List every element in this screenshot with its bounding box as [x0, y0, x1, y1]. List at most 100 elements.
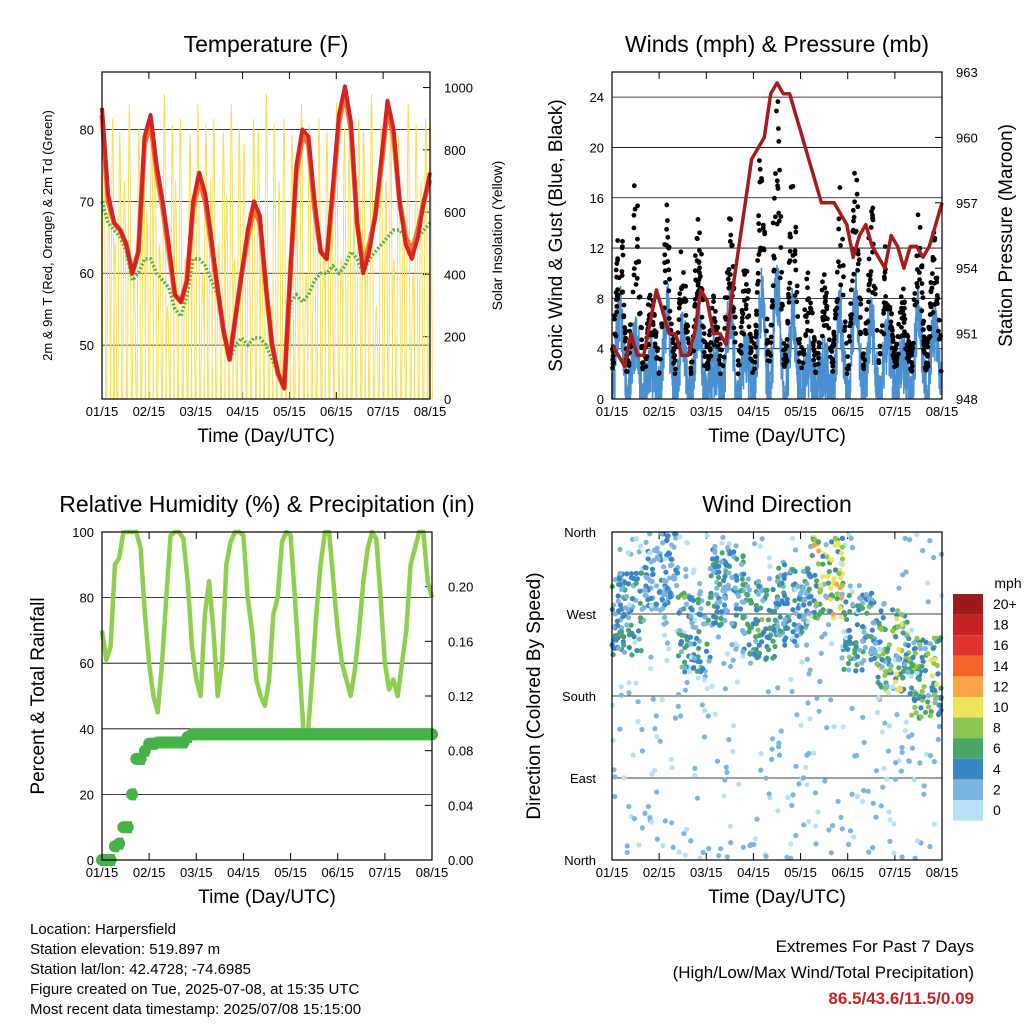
gust-point — [705, 360, 710, 366]
wind-direction-point — [680, 632, 686, 638]
gust-point — [753, 344, 759, 350]
wind-direction-point — [876, 653, 882, 659]
panel3-xlabel: Time (Day/UTC) — [198, 887, 336, 908]
panel3-xtick-label: 05/15 — [274, 865, 307, 880]
wind-direction-point — [692, 655, 698, 661]
sonic-wind-point — [910, 381, 913, 399]
sonic-wind-point — [655, 352, 658, 384]
sonic-wind-point — [790, 318, 792, 350]
wind-direction-point — [831, 576, 837, 582]
gust-point — [801, 348, 807, 353]
wind-direction-point — [909, 669, 915, 675]
wind-direction-point — [774, 600, 780, 607]
wind-direction-point — [843, 599, 849, 605]
gust-point — [929, 285, 935, 291]
wind-direction-point — [625, 614, 632, 621]
wind-direction-point — [739, 561, 745, 567]
wind-direction-point — [706, 658, 712, 664]
colorbar-label: 18 — [993, 617, 1009, 633]
gust-point — [615, 238, 621, 243]
wind-direction-point — [866, 849, 872, 855]
wind-direction-point — [683, 573, 689, 580]
gust-point — [622, 325, 627, 330]
gust-point — [665, 218, 670, 223]
colorbar-swatch — [953, 779, 983, 800]
wind-direction-point — [722, 777, 728, 783]
wind-direction-point — [692, 765, 698, 772]
wind-direction-point — [890, 607, 896, 613]
sonic-wind-point — [696, 327, 698, 359]
gust-point — [612, 331, 618, 337]
sonic-wind-point — [925, 364, 927, 397]
sonic-wind-point — [876, 351, 878, 383]
wind-direction-point — [896, 657, 902, 663]
sonic-wind-point — [915, 304, 917, 336]
panel2-xtick-label: 05/15 — [784, 404, 817, 419]
sonic-wind-point — [799, 368, 802, 399]
wind-direction-point — [897, 685, 903, 691]
gust-point — [832, 315, 838, 321]
gust-point — [796, 359, 802, 364]
wind-direction-point — [756, 583, 762, 590]
wind-direction-point — [799, 629, 805, 635]
wind-direction-point — [663, 538, 670, 544]
wind-direction-point — [714, 604, 721, 610]
sonic-wind-point — [908, 367, 910, 399]
gust-point — [776, 126, 781, 131]
sonic-wind-point — [633, 342, 635, 375]
wind-direction-point — [776, 752, 783, 758]
sonic-wind-point — [625, 360, 627, 392]
gust-point — [934, 298, 940, 304]
wind-direction-point — [696, 645, 702, 651]
wind-direction-point — [816, 611, 822, 617]
gust-point — [787, 234, 793, 240]
gust-point — [879, 329, 884, 334]
gust-point — [787, 248, 793, 254]
wind-direction-point — [687, 669, 693, 675]
sonic-wind-point — [797, 352, 800, 385]
wind-direction-point — [892, 776, 898, 782]
gust-point — [666, 288, 672, 294]
sonic-wind-point — [658, 372, 661, 399]
wind-direction-point — [832, 567, 839, 573]
wind-direction-point — [758, 750, 764, 757]
wind-direction-point — [793, 763, 799, 769]
precip-ytick-label: 0.20 — [448, 580, 473, 595]
wind-direction-point — [684, 679, 690, 686]
wind-direction-point — [814, 695, 820, 701]
gust-point — [754, 290, 760, 295]
panel4-xtick-label: 06/15 — [831, 865, 864, 880]
sonic-wind-point — [614, 369, 616, 399]
gust-point — [866, 299, 871, 305]
wind-direction-point — [612, 577, 618, 583]
wind-direction-point — [860, 624, 866, 630]
sonic-wind-point — [865, 346, 868, 379]
gust-point — [624, 369, 630, 375]
wind-direction-point — [758, 767, 764, 773]
colorbar-label: 8 — [993, 720, 1001, 736]
gust-point — [883, 300, 889, 306]
wind-direction-point — [879, 657, 885, 663]
wind-direction-point — [692, 772, 698, 778]
sonic-wind-point — [873, 319, 875, 351]
gust-point — [858, 315, 863, 320]
gust-point — [764, 328, 769, 334]
gust-point — [855, 204, 861, 210]
wind-direction-point — [834, 591, 841, 597]
wind-direction-point — [736, 781, 742, 787]
gust-point — [653, 334, 659, 339]
gust-point — [899, 315, 905, 321]
latlon-text: Station lat/lon: 42.4728; -74.6985 — [30, 961, 252, 978]
gust-point — [764, 316, 770, 322]
sonic-wind-point — [765, 362, 767, 395]
gust-point — [828, 354, 833, 360]
gust-point — [833, 311, 838, 317]
gust-point — [770, 298, 775, 304]
wind-direction-point — [761, 629, 767, 636]
wind-direction-point — [932, 700, 938, 706]
wind-direction-point — [729, 574, 735, 581]
wind-direction-point — [619, 625, 625, 631]
wind-direction-point — [665, 533, 671, 539]
sonic-wind-point — [724, 360, 726, 393]
wind-direction-point — [759, 536, 765, 542]
